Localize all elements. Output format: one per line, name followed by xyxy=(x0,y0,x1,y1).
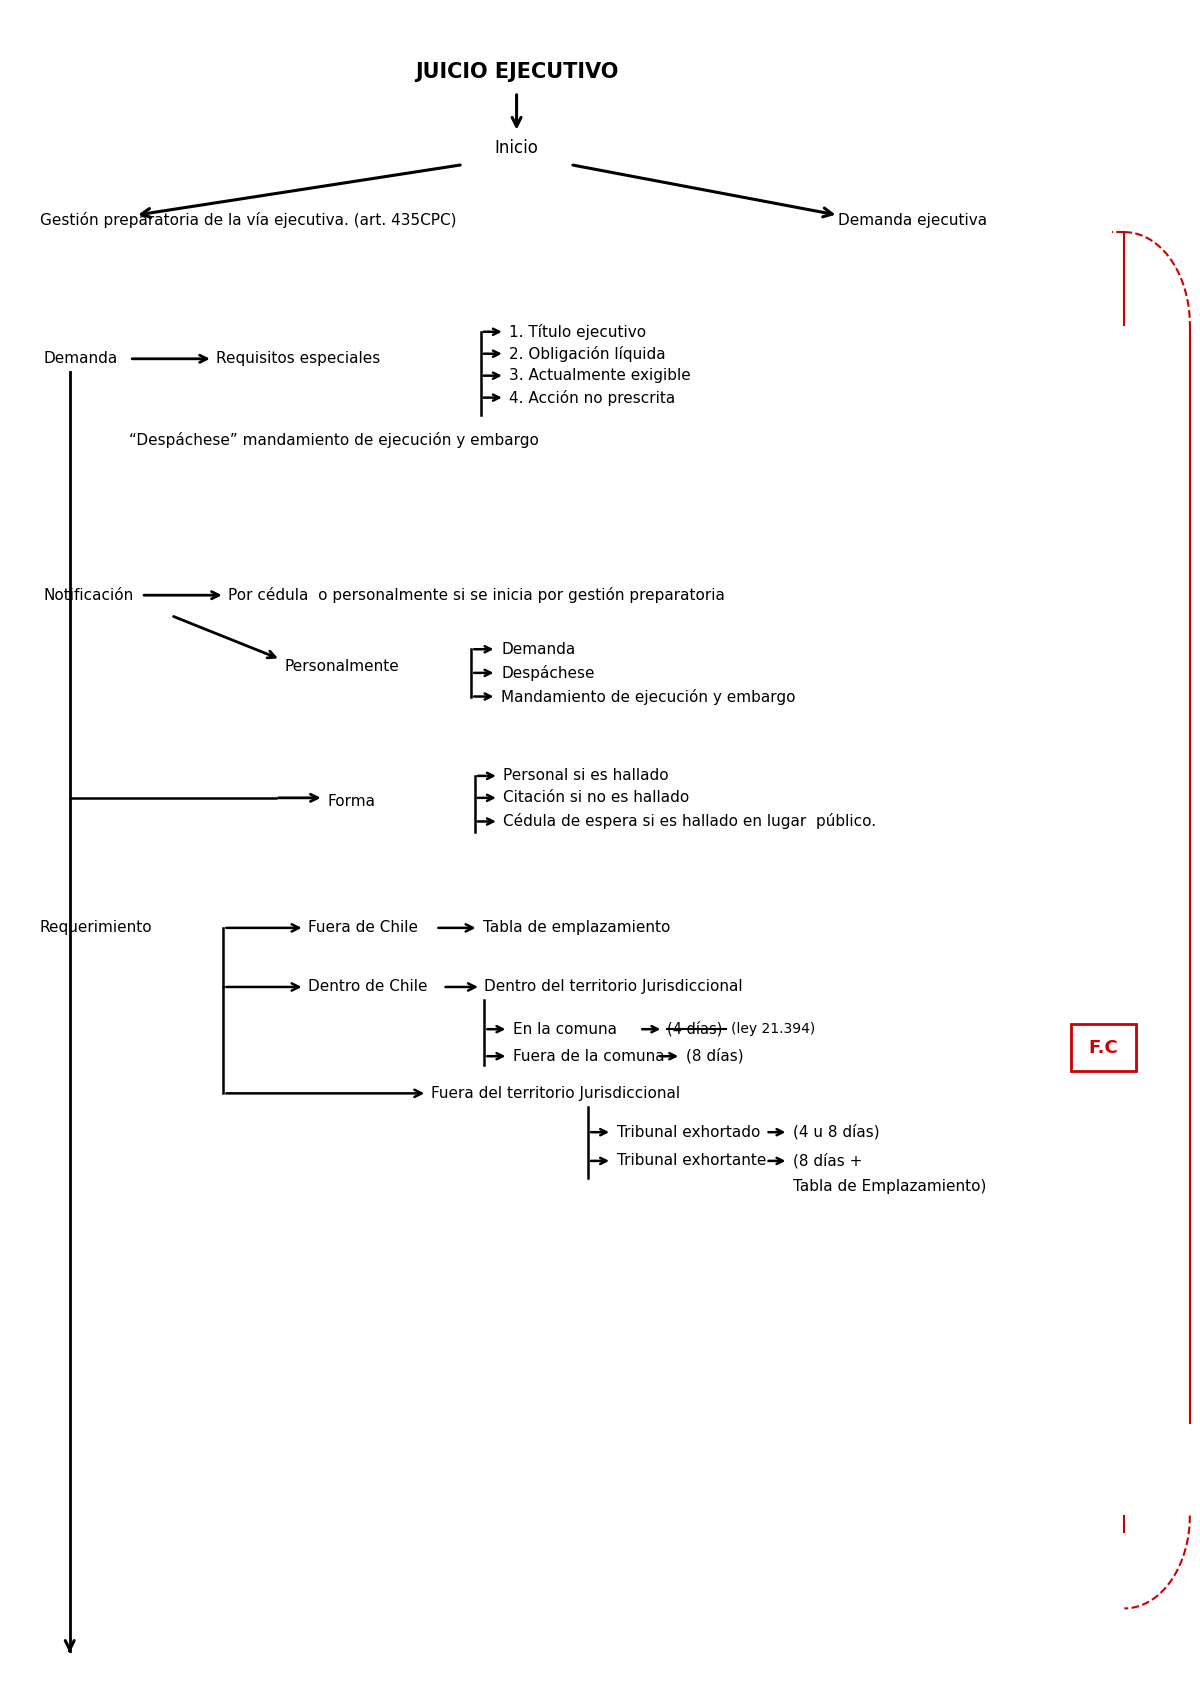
Text: Fuera de la comuna: Fuera de la comuna xyxy=(514,1049,665,1064)
Text: Demanda: Demanda xyxy=(43,351,118,367)
Text: Personalmente: Personalmente xyxy=(284,658,398,674)
Text: Tribunal exhortado: Tribunal exhortado xyxy=(617,1125,760,1140)
Text: (8 días): (8 días) xyxy=(685,1049,744,1064)
Text: F.C: F.C xyxy=(1088,1039,1118,1057)
Text: (4 u 8 días): (4 u 8 días) xyxy=(793,1125,880,1140)
Text: Fuera de Chile: Fuera de Chile xyxy=(308,920,418,935)
Text: Fuera del territorio Jurisdiccional: Fuera del territorio Jurisdiccional xyxy=(431,1086,680,1101)
Text: (8 días +: (8 días + xyxy=(793,1154,863,1169)
Text: Dentro de Chile: Dentro de Chile xyxy=(308,979,427,994)
Text: Mandamiento de ejecución y embargo: Mandamiento de ejecución y embargo xyxy=(502,689,796,704)
Text: 1. Título ejecutivo: 1. Título ejecutivo xyxy=(510,324,647,339)
Text: Forma: Forma xyxy=(328,794,376,809)
Text: Por cédula  o personalmente si se inicia por gestión preparatoria: Por cédula o personalmente si se inicia … xyxy=(228,587,725,602)
Text: Inicio: Inicio xyxy=(494,139,539,156)
Text: Cédula de espera si es hallado en lugar  público.: Cédula de espera si es hallado en lugar … xyxy=(504,813,876,830)
Text: Gestión preparatoria de la vía ejecutiva. (art. 435CPC): Gestión preparatoria de la vía ejecutiva… xyxy=(40,212,456,229)
Text: Tribunal exhortante: Tribunal exhortante xyxy=(617,1154,766,1169)
Text: Demanda ejecutiva: Demanda ejecutiva xyxy=(839,212,988,227)
Text: Notificación: Notificación xyxy=(43,587,133,602)
Text: Demanda: Demanda xyxy=(502,641,575,657)
Text: 3. Actualmente exigible: 3. Actualmente exigible xyxy=(510,368,691,384)
Text: Requisitos especiales: Requisitos especiales xyxy=(216,351,380,367)
Text: Citación si no es hallado: Citación si no es hallado xyxy=(504,791,690,806)
Text: En la comuna: En la comuna xyxy=(514,1022,617,1037)
Text: Tabla de Emplazamiento): Tabla de Emplazamiento) xyxy=(793,1179,986,1193)
Text: Requerimiento: Requerimiento xyxy=(40,920,152,935)
Text: “Despáchese” mandamiento de ejecución y embargo: “Despáchese” mandamiento de ejecución y … xyxy=(130,431,539,448)
Text: (4 días): (4 días) xyxy=(667,1022,722,1037)
Text: Personal si es hallado: Personal si es hallado xyxy=(504,769,670,784)
Text: Despáchese: Despáchese xyxy=(502,665,594,680)
Text: 4. Acción no prescrita: 4. Acción no prescrita xyxy=(510,390,676,406)
Text: Tabla de emplazamiento: Tabla de emplazamiento xyxy=(484,920,671,935)
Text: 2. Obligación líquida: 2. Obligación líquida xyxy=(510,346,666,361)
Text: Dentro del territorio Jurisdiccional: Dentro del territorio Jurisdiccional xyxy=(485,979,743,994)
Text: JUICIO EJECUTIVO: JUICIO EJECUTIVO xyxy=(415,61,618,81)
Text: (ley 21.394): (ley 21.394) xyxy=(731,1022,815,1037)
